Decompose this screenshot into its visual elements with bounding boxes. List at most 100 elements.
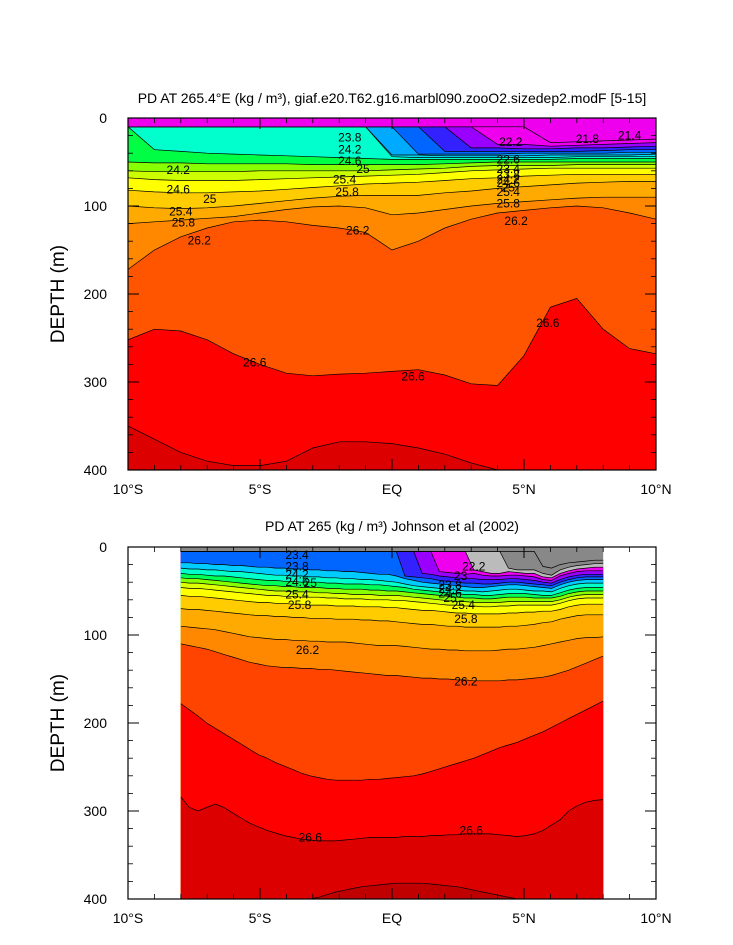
contour-line-25-8	[180, 595, 604, 615]
x-tick-label: 5°N	[512, 481, 536, 497]
contour-label: 25.4	[452, 598, 476, 612]
contour-label: 24.2	[167, 163, 191, 177]
contour-line-26-2	[128, 196, 656, 224]
contour-label: 25.8	[172, 216, 196, 230]
contour-labels: 23.824.224.62525.425.826.224.224.62525.4…	[167, 129, 642, 384]
contour-label: 24.2	[338, 143, 362, 157]
contour-label: 25.4	[497, 185, 521, 199]
contour-labels: 23.423.824.224.62525.425.826.222.22323.8…	[285, 548, 485, 845]
contour-label: 24.2	[285, 567, 309, 581]
contour-label: 26.2	[188, 233, 212, 247]
x-tick-label: 5°S	[249, 481, 272, 497]
y-tick-label: 200	[84, 715, 108, 731]
contour-plot-area	[128, 118, 656, 470]
contour-plot-area	[180, 547, 604, 899]
contour-label: 23.4	[285, 548, 309, 562]
contour-line-24-2	[128, 126, 656, 160]
axis-ticks: 10°S 5°S EQ 5°N 10°N 0 100 200 300 400	[84, 539, 672, 926]
y-tick-label: 300	[84, 374, 108, 390]
contour-line-26-8	[180, 796, 604, 842]
contour-label: 22.6	[497, 152, 521, 166]
y-tick-label: 400	[84, 891, 108, 907]
contour-label: 26.6	[401, 370, 425, 384]
contour-line-27	[180, 882, 604, 899]
y-tick-label: 400	[84, 462, 108, 478]
contour-band-26-8	[180, 796, 604, 899]
contour-label: 23.8	[438, 578, 462, 592]
contour-line-26-4	[180, 643, 604, 682]
y-tick-label: 200	[84, 286, 108, 302]
contour-label: 25	[356, 162, 370, 176]
contour-label: 25	[203, 192, 217, 206]
contour-line-23-8	[180, 567, 604, 593]
contour-label: 25.4	[285, 588, 309, 602]
contour-line-26	[180, 608, 604, 628]
contour-label: 23	[454, 569, 468, 583]
x-tick-label: 10°N	[640, 481, 671, 497]
panel-model: PD AT 265.4°E (kg / m³), giaf.e20.T62.g1…	[48, 90, 672, 497]
contour-label: 26.2	[504, 214, 528, 228]
contour-line-26-6	[180, 700, 604, 781]
contour-label: 25.8	[497, 196, 521, 210]
axis-ticks: 10°S 5°S EQ 5°N 10°N 0 100 200 300 400	[84, 110, 672, 497]
contour-band-26-6	[128, 298, 656, 470]
x-tick-label: EQ	[382, 481, 402, 497]
contour-line-25-4	[180, 587, 604, 608]
contour-label: 22.2	[462, 559, 486, 573]
contour-label: 25.4	[333, 173, 357, 187]
contour-label: 26.6	[460, 823, 484, 837]
contour-label: 26.2	[296, 643, 320, 657]
contour-label: 23.8	[497, 167, 521, 181]
contour-line-24-6	[180, 577, 604, 600]
contour-label: 24.6	[438, 587, 462, 601]
contour-label: 25.4	[169, 204, 193, 218]
contour-line-25	[180, 581, 604, 603]
contour-line-23-4	[180, 562, 604, 589]
contour-label: 24.6	[285, 575, 309, 589]
contour-label: 26.6	[299, 830, 323, 844]
contour-line-26-4	[128, 205, 656, 270]
contour-label: 23.4	[497, 162, 521, 176]
y-tick-label: 100	[84, 627, 108, 643]
contour-line-25-8	[128, 173, 656, 194]
contour-label: 25	[443, 591, 457, 605]
panel-observed: PD AT 265 (kg / m³) Johnson et al (2002)…	[48, 518, 672, 926]
contour-line-25	[128, 164, 656, 173]
contour-label: 24.6	[338, 154, 362, 168]
contour-label: 24.2	[438, 582, 462, 596]
x-tick-label: 5°S	[249, 910, 272, 926]
contour-label: 25	[502, 181, 516, 195]
contour-label: 25	[304, 576, 318, 590]
contour-label: 24.2	[497, 173, 521, 187]
contour-label: 25.8	[454, 612, 478, 626]
y-tick-label: 100	[84, 198, 108, 214]
panel-title: PD AT 265 (kg / m³) Johnson et al (2002)	[265, 518, 519, 534]
x-tick-label: 10°S	[113, 910, 144, 926]
x-tick-label: 10°N	[640, 910, 671, 926]
y-axis-label: DEPTH (m)	[48, 674, 69, 772]
contour-band-26-8	[128, 426, 656, 470]
contour-label: 23.8	[338, 130, 362, 144]
contour-label: 26.2	[454, 675, 478, 689]
contour-line-26-8	[128, 425, 656, 470]
contour-label: 21.8	[576, 132, 600, 146]
x-tick-label: 10°S	[113, 481, 144, 497]
panel-title: PD AT 265.4°E (kg / m³), giaf.e20.T62.g1…	[138, 90, 647, 106]
contour-label: 26.2	[346, 224, 370, 238]
x-tick-label: 5°N	[512, 910, 536, 926]
contour-label: 22.2	[499, 135, 523, 149]
contour-line-24-6	[128, 161, 656, 165]
contour-label: 21.4	[618, 129, 642, 143]
y-tick-label: 0	[99, 110, 107, 126]
contour-line-26	[128, 181, 656, 209]
x-tick-label: EQ	[382, 910, 402, 926]
contour-line-26-6	[128, 297, 656, 386]
contour-label: 26.6	[536, 316, 560, 330]
contour-line-26-2	[180, 625, 604, 652]
y-axis-label: DEPTH (m)	[48, 245, 69, 343]
contour-label: 25.8	[288, 598, 312, 612]
contour-line-24-2	[180, 573, 604, 596]
y-tick-label: 300	[84, 803, 108, 819]
contour-label: 23.8	[285, 559, 309, 573]
